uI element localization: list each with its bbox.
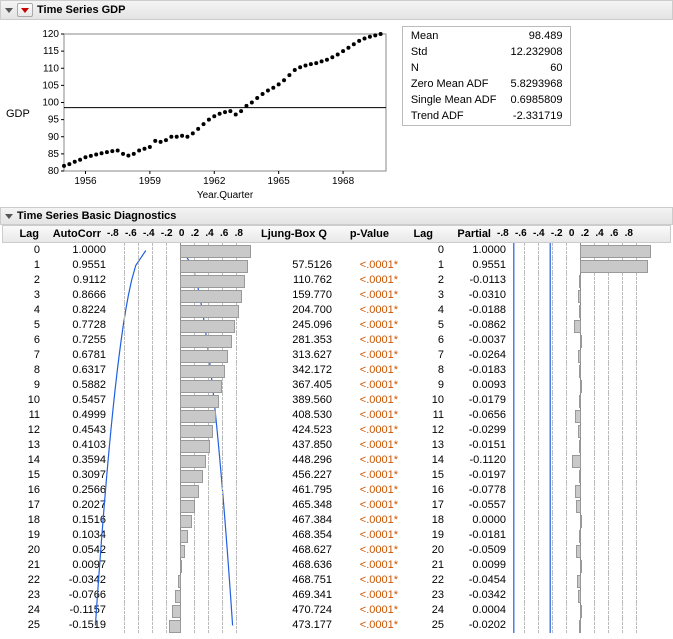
stats-table: Mean98.489 Std12.232908 N60 Zero Mean ADF5.… — [402, 26, 572, 126]
diag-row: 50.7728245.096<.0001*5-0.0862 — [2, 318, 671, 333]
svg-text:1968: 1968 — [332, 176, 355, 187]
col-autocorr: AutoCorr — [41, 226, 103, 242]
svg-text:120: 120 — [42, 29, 59, 40]
stats-row: Zero Mean ADF5.8293968 — [405, 77, 569, 91]
diag-row: 100.5457389.560<.0001*10-0.0179 — [2, 393, 671, 408]
col-lag2: Lag — [397, 226, 435, 242]
diag-row: 30.8666159.770<.0001*3-0.0310 — [2, 288, 671, 303]
y-axis-label: GDP — [6, 108, 30, 120]
svg-text:80: 80 — [48, 166, 60, 177]
stats-row: Trend ADF-2.331719 — [405, 109, 569, 123]
panel1-body: GDP 80 85 90 95 100 105 110 115 120 1956 1959 1962 1… — [0, 20, 673, 203]
col-ljungbox: Ljung-Box Q — [247, 226, 329, 242]
svg-text:100: 100 — [42, 98, 59, 109]
diag-row: 24-0.1157470.724<.0001*240.0004 — [2, 603, 671, 618]
svg-text:1956: 1956 — [74, 176, 97, 187]
diag-row: 90.5882367.405<.0001*90.0093 — [2, 378, 671, 393]
diag-row: 40.8224204.700<.0001*4-0.0188 — [2, 303, 671, 318]
svg-text:90: 90 — [48, 132, 60, 143]
svg-text:95: 95 — [48, 115, 60, 126]
diag-row: 20.9112110.762<.0001*2-0.0113 — [2, 273, 671, 288]
diag-row: 160.2566461.795<.0001*16-0.0778 — [2, 483, 671, 498]
disclosure-icon[interactable] — [5, 8, 13, 13]
svg-text:1965: 1965 — [267, 176, 290, 187]
diag-row: 22-0.0342468.751<.0001*22-0.0454 — [2, 573, 671, 588]
diag-row: 25-0.1519473.177<.0001*25-0.0202 — [2, 618, 671, 633]
panel1-title: Time Series GDP — [37, 4, 125, 16]
diag-row: 80.6317342.172<.0001*8-0.0183 — [2, 363, 671, 378]
diag-row: 150.3097456.227<.0001*15-0.0197 — [2, 468, 671, 483]
diag-row: 23-0.0766469.341<.0001*23-0.0342 — [2, 588, 671, 603]
disclosure-icon[interactable] — [5, 214, 13, 219]
stats-row: N60 — [405, 61, 569, 75]
diag-row: 70.6781313.627<.0001*7-0.0264 — [2, 348, 671, 363]
panel2-header: Time Series Basic Diagnostics — [0, 207, 673, 225]
diag-row: 180.1516467.384<.0001*180.0000 — [2, 513, 671, 528]
stats-row: Std12.232908 — [405, 45, 569, 59]
stats-row: Single Mean ADF0.6985809 — [405, 93, 569, 107]
col-pvalue: p-Value — [329, 226, 397, 242]
diag-row: 01.000001.0000 — [2, 243, 671, 258]
svg-text:115: 115 — [43, 46, 59, 57]
col-partial: Partial — [435, 226, 493, 242]
col-pacf-scale: -.8-.6-.4-.20.2.4.6.8 — [493, 226, 637, 242]
svg-text:105: 105 — [42, 80, 59, 91]
time-series-chart: 80 85 90 95 100 105 110 115 120 1956 1959 1962 1965 1… — [34, 26, 394, 201]
diagnostics-header-row: Lag AutoCorr -.8-.6-.4-.20.2.4.6.8 Ljung… — [2, 225, 671, 243]
panel1-header: Time Series GDP — [0, 0, 673, 20]
diag-row: 120.4543424.523<.0001*12-0.0299 — [2, 423, 671, 438]
panel2-title: Time Series Basic Diagnostics — [17, 210, 176, 222]
diag-row: 200.0542468.627<.0001*20-0.0509 — [2, 543, 671, 558]
diag-row: 10.955157.5126<.0001*10.9551 — [2, 258, 671, 273]
diag-row: 190.1034468.354<.0001*19-0.0181 — [2, 528, 671, 543]
diagnostics-body: Lag AutoCorr -.8-.6-.4-.20.2.4.6.8 Ljung… — [0, 225, 673, 639]
svg-text:1959: 1959 — [139, 176, 162, 187]
diag-row: 60.7255281.353<.0001*6-0.0037 — [2, 333, 671, 348]
diag-row: 130.4103437.850<.0001*13-0.0151 — [2, 438, 671, 453]
svg-text:Year.Quarter: Year.Quarter — [197, 190, 254, 201]
diag-row: 170.2027465.348<.0001*17-0.0557 — [2, 498, 671, 513]
diagnostics-rows: 01.000001.000010.955157.5126<.0001*10.95… — [2, 243, 671, 633]
diag-row: 140.3594448.296<.0001*14-0.1120 — [2, 453, 671, 468]
stats-row: Mean98.489 — [405, 29, 569, 43]
svg-text:1962: 1962 — [203, 176, 226, 187]
options-button[interactable] — [17, 3, 33, 17]
chart-container: GDP 80 85 90 95 100 105 110 115 120 1956 1959 1962 1… — [6, 26, 394, 201]
col-acf-scale: -.8-.6-.4-.20.2.4.6.8 — [103, 226, 247, 242]
svg-text:85: 85 — [48, 149, 60, 160]
diag-row: 110.4999408.530<.0001*11-0.0656 — [2, 408, 671, 423]
svg-text:110: 110 — [43, 63, 59, 74]
diag-row: 210.0097468.636<.0001*210.0099 — [2, 558, 671, 573]
col-lag: Lag — [3, 226, 41, 242]
